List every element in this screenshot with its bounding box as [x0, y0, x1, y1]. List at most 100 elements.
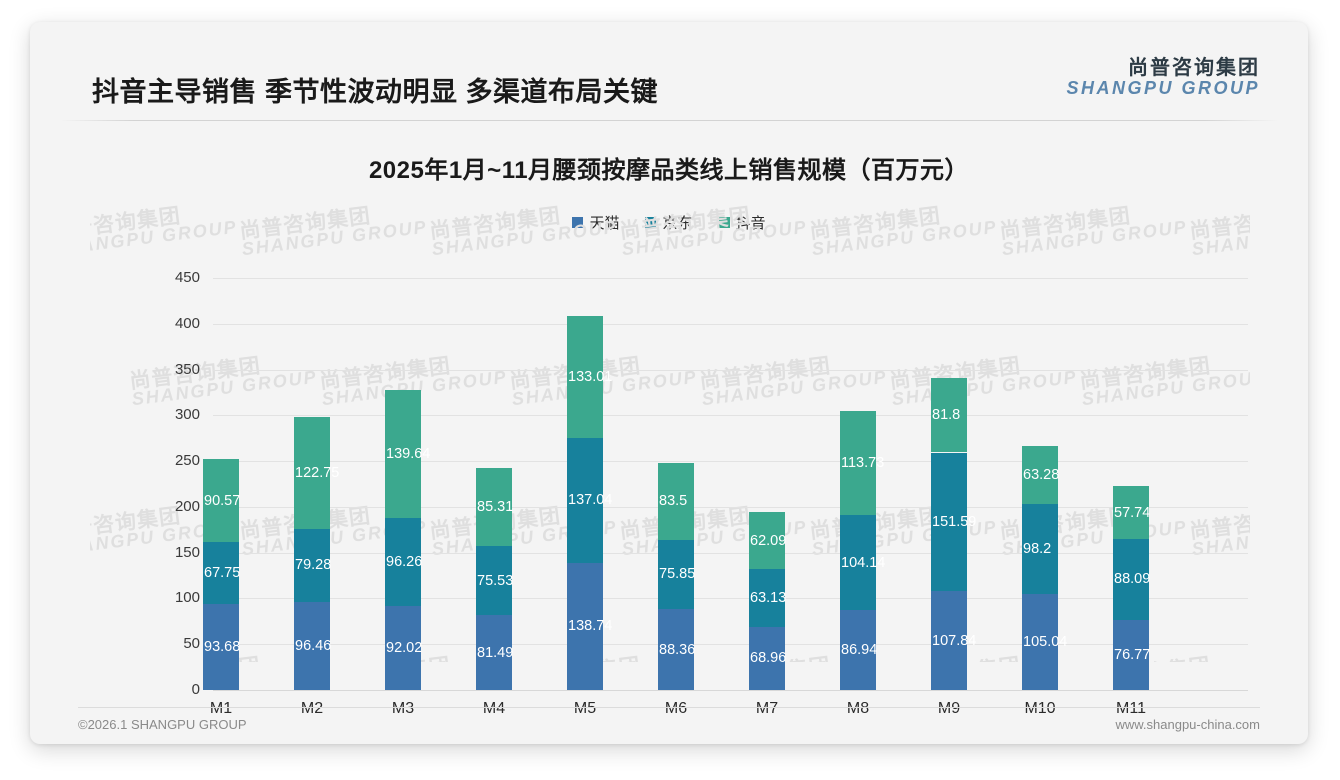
bar-segment-抖音-M8[interactable]: 113.73: [840, 410, 884, 516]
legend-item-抖音[interactable]: 抖音: [718, 212, 766, 233]
bar-segment-抖音-M5[interactable]: 133.01: [567, 315, 612, 438]
gridline: [213, 690, 1248, 691]
bar-value-label: 133.01: [568, 368, 613, 385]
bar-segment-京东-M5[interactable]: 137.04: [567, 437, 612, 563]
bar-segment-京东-M1[interactable]: 67.75: [203, 542, 240, 605]
bar-segment-京东-M8[interactable]: 104.14: [840, 515, 885, 611]
bar-value-label: 151.59: [932, 513, 977, 530]
bar-segment-天猫-M9[interactable]: 107.84: [931, 591, 976, 690]
bar-segment-天猫-M1[interactable]: 93.68: [203, 604, 240, 690]
bar-value-label: 75.85: [659, 566, 696, 583]
bar-segment-抖音-M7[interactable]: 62.09: [749, 512, 787, 570]
gridline: [213, 461, 1248, 463]
bar-value-label: 92.02: [386, 639, 423, 656]
bar-segment-天猫-M4[interactable]: 81.49: [476, 615, 514, 690]
gridline: [213, 598, 1248, 600]
bar-value-label: 62.09: [750, 532, 787, 549]
bar-value-label: 122.75: [295, 464, 340, 481]
legend-swatch-icon: [645, 217, 657, 228]
bar-segment-抖音-M4[interactable]: 85.31: [476, 468, 513, 547]
bar-segment-天猫-M7[interactable]: 68.96: [749, 626, 787, 690]
bar-segment-天猫-M8[interactable]: 86.94: [840, 610, 878, 690]
slide-header: 抖音主导销售 季节性波动明显 多渠道布局关键 尚普咨询集团 SHANGPU GR…: [30, 22, 1308, 121]
bar-segment-抖音-M2[interactable]: 122.75: [294, 416, 339, 530]
y-axis-tick-label: 100: [174, 589, 200, 607]
gridline: [213, 644, 1248, 646]
footer-divider: [78, 707, 1260, 708]
bar-value-label: 88.36: [659, 641, 696, 658]
legend-label: 京东: [662, 215, 693, 232]
legend-label: 天猫: [589, 215, 620, 232]
legend-item-京东[interactable]: 京东: [645, 212, 693, 233]
bar-segment-天猫-M11[interactable]: 76.77: [1113, 619, 1151, 690]
bar-segment-京东-M9[interactable]: 151.59: [931, 452, 976, 592]
y-axis-tick-label: 400: [174, 314, 200, 332]
bar-segment-抖音-M6[interactable]: 83.5: [658, 463, 694, 540]
brand-logo-cn: 尚普咨询集团: [1128, 57, 1260, 79]
bar-segment-抖音-M9[interactable]: 81.8: [931, 377, 967, 453]
bar-segment-京东-M3[interactable]: 96.26: [385, 517, 422, 606]
bar-segment-抖音-M1[interactable]: 90.57: [203, 459, 240, 543]
x-axis-tick-label: M2: [300, 700, 324, 717]
y-axis-tick-label: 350: [174, 360, 200, 378]
y-axis-tick-label: 450: [174, 269, 200, 286]
bar-segment-天猫-M3[interactable]: 92.02: [385, 605, 423, 690]
chart-plot-area: 尚普咨询集团 SHANGPU GROUP 尚普咨询集团 SHANGPU GROUP 尚普…: [30, 22, 1308, 744]
bar-stack-M3[interactable]: 92.02 96.26 139.64: [385, 389, 430, 690]
bar-stack-M9[interactable]: 107.84 151.59 81.8: [931, 377, 976, 690]
bar-stack-M5[interactable]: 138.74 137.04 133.01: [567, 315, 612, 690]
bar-segment-京东-M11[interactable]: 88.09: [1113, 539, 1150, 620]
bar-segment-天猫-M6[interactable]: 88.36: [658, 609, 696, 690]
bar-segment-天猫-M5[interactable]: 138.74: [567, 562, 612, 690]
bar-stack-M10[interactable]: 105.04 98.2 63.28: [1022, 446, 1067, 690]
bar-segment-京东-M6[interactable]: 75.85: [658, 539, 696, 610]
bar-segment-天猫-M10[interactable]: 105.04: [1022, 593, 1067, 690]
chart-title: 2025年1月~11月腰颈按摩品类线上销售规模（百万元）: [368, 157, 970, 184]
bar-stack-M8[interactable]: 86.94 104.14 113.73: [840, 410, 885, 690]
bar-segment-天猫-M2[interactable]: 96.46: [294, 601, 331, 690]
bar-segment-京东-M7[interactable]: 63.13: [749, 569, 787, 627]
bar-segment-抖音-M11[interactable]: 57.74: [1113, 486, 1150, 540]
bar-segment-抖音-M10[interactable]: 63.28: [1022, 446, 1059, 504]
bar-value-label: 81.49: [477, 644, 514, 661]
bar-segment-京东-M10[interactable]: 98.2: [1022, 503, 1058, 594]
gridline: [213, 323, 1248, 325]
bar-stack-M11[interactable]: 76.77 88.09 57.74: [1113, 486, 1150, 690]
x-axis-tick-label: M10: [1024, 700, 1056, 717]
legend-item-天猫[interactable]: 天猫: [572, 212, 619, 233]
legend-label: 抖音: [735, 215, 766, 232]
gridline: [213, 278, 1248, 279]
bar-value-label: 138.74: [568, 618, 613, 635]
bar-stack-M7[interactable]: 68.96 63.13 62.09: [749, 512, 786, 690]
brand-logo-en: SHANGPU GROUP: [1066, 78, 1260, 98]
x-axis-tick-label: M7: [755, 700, 779, 717]
bar-stack-M1[interactable]: 93.68 67.75 90.57: [203, 459, 240, 690]
bar-stack-M6[interactable]: 88.36 75.85 83.5: [658, 463, 695, 690]
bar-value-label: 86.94: [841, 642, 878, 659]
y-axis-tick-label: 50: [183, 635, 200, 653]
bar-stack-M2[interactable]: 96.46 79.28 122.75: [294, 416, 339, 690]
y-axis-tick-label: 0: [191, 681, 200, 698]
bar-segment-京东-M2[interactable]: 79.28: [294, 529, 332, 602]
x-axis-tick-label: M3: [391, 700, 415, 717]
gridline: [213, 415, 1248, 417]
bar-segment-抖音-M3[interactable]: 139.64: [385, 389, 430, 518]
bar-stack-M4[interactable]: 81.49 75.53 85.31: [476, 468, 513, 690]
bar-value-label: 63.13: [750, 589, 787, 606]
bar-value-label: 76.77: [1114, 646, 1151, 663]
bar-value-label: 79.28: [295, 557, 332, 574]
bar-value-label: 68.96: [750, 650, 787, 667]
bar-segment-京东-M4[interactable]: 75.53: [476, 546, 513, 616]
bar-value-label: 105.04: [1023, 633, 1068, 650]
y-axis-tick-label: 300: [174, 406, 200, 424]
